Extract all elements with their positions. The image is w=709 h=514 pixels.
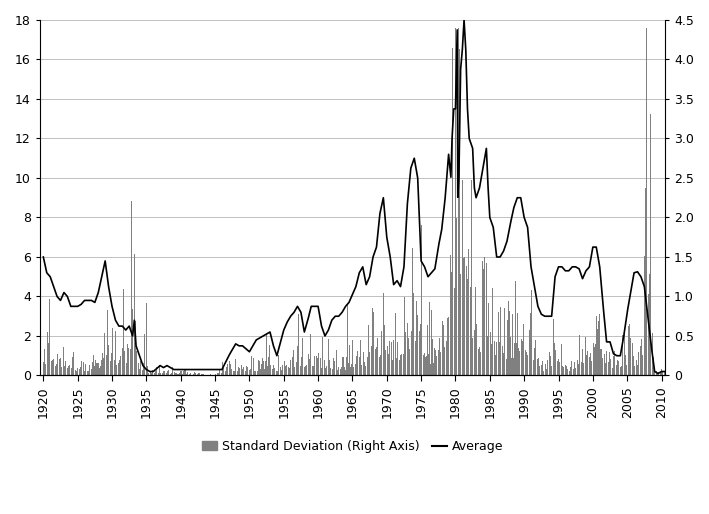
Legend: Standard Deviation (Right Axis), Average: Standard Deviation (Right Axis), Average	[196, 435, 508, 458]
